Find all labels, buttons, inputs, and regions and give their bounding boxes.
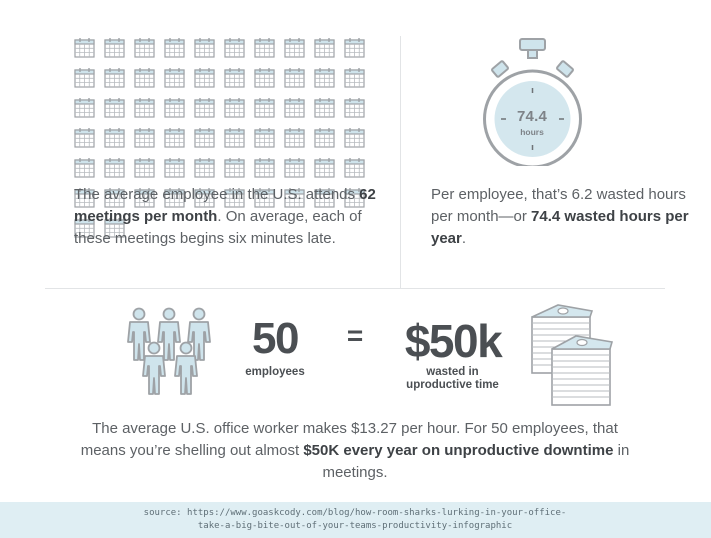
calendar-icon — [254, 158, 275, 178]
calendar-icon — [344, 68, 365, 88]
calendar-icon — [194, 68, 215, 88]
calendar-icon — [254, 98, 275, 118]
calendar-icon — [134, 188, 155, 208]
money-label-line2: uproductive time — [406, 379, 499, 391]
summary-text-end: in meetings. — [322, 442, 630, 481]
calendar-icon — [224, 98, 245, 118]
summary-text-start: The average U.S. office worker makes $13… — [80, 420, 618, 459]
calendar-icon — [104, 98, 125, 118]
summary-highlight: $50K every year on unproductive downtime — [303, 442, 614, 459]
calendar-icon — [314, 128, 335, 148]
meetings-per-month-highlight: 62 meetings per month — [74, 186, 376, 225]
employee-label: employees — [245, 366, 305, 378]
source-line-2: take-a-big-bite-out-of-your-teams-produc… — [197, 521, 513, 531]
calendar-icon — [314, 98, 335, 118]
money-stacks-icon — [531, 304, 614, 406]
meetings-text-start: The average employee in the U.S. attends — [74, 186, 360, 203]
hours-text-end: . — [461, 230, 467, 247]
calendar-icon — [284, 98, 305, 118]
calendar-icon — [224, 188, 245, 208]
calendar-icon — [104, 218, 125, 238]
calendar-icon — [164, 158, 185, 178]
calendar-icon — [194, 98, 215, 118]
employee-count: 50 — [252, 314, 299, 363]
calendar-icon — [104, 68, 125, 88]
calendar-icon — [344, 38, 365, 58]
meetings-paragraph: The average employee in the U.S. attends… — [74, 184, 394, 250]
calendar-icon — [344, 98, 365, 118]
people-group-icon — [127, 307, 211, 395]
calendar-icon — [74, 98, 95, 118]
calendar-icon — [344, 128, 365, 148]
calendar-icon — [74, 128, 95, 148]
vertical-divider — [400, 36, 401, 288]
calendar-icon — [104, 38, 125, 58]
money-wasted-value: $50k — [404, 315, 503, 367]
calendar-icon — [254, 128, 275, 148]
stopwatch-value: 74.4 — [517, 108, 547, 125]
calendar-icon — [134, 128, 155, 148]
equals-sign: = — [346, 320, 364, 351]
stopwatch-unit: hours — [520, 127, 544, 137]
source-citation: source: https://www.goaskcody.com/blog/h… — [110, 507, 600, 533]
calendar-icon — [254, 68, 275, 88]
source-footer — [0, 502, 711, 538]
calendar-icon — [254, 188, 275, 208]
calendar-icon — [134, 38, 155, 58]
hours-text-start: Per employee, that’s 6.2 wasted hours pe… — [431, 186, 686, 225]
calendar-icon — [314, 68, 335, 88]
calendar-icon — [284, 128, 305, 148]
calendar-icon — [224, 68, 245, 88]
hours-per-year-highlight: 74.4 wasted hours per year — [431, 208, 689, 247]
hours-paragraph: Per employee, that’s 6.2 wasted hours pe… — [431, 184, 691, 250]
calendar-icon — [74, 68, 95, 88]
calendar-icon — [284, 38, 305, 58]
money-wasted-label: wasted in uproductive time — [395, 366, 510, 392]
calendar-icon — [164, 128, 185, 148]
calendar-icon — [314, 158, 335, 178]
calendar-icon — [164, 188, 185, 208]
calendar-icon — [104, 188, 125, 208]
calendar-grid — [74, 37, 374, 238]
calendar-icon — [194, 38, 215, 58]
calendar-icon — [284, 158, 305, 178]
calendar-icon — [194, 128, 215, 148]
calendar-icon — [74, 38, 95, 58]
calendar-icon — [134, 158, 155, 178]
horizontal-divider — [45, 288, 665, 289]
calendar-icon — [134, 98, 155, 118]
calendar-icon — [164, 68, 185, 88]
calendar-icon — [74, 188, 95, 208]
calendar-icon — [74, 158, 95, 178]
calendar-icon — [224, 128, 245, 148]
stopwatch-icon — [483, 38, 582, 166]
calendar-icon — [194, 158, 215, 178]
calendar-icon — [254, 38, 275, 58]
money-label-line1: wasted in — [426, 366, 479, 378]
calendar-icon — [314, 38, 335, 58]
source-line-1: source: https://www.goaskcody.com/blog/h… — [143, 508, 567, 518]
calendar-icon — [164, 38, 185, 58]
calendar-icon — [314, 188, 335, 208]
calendar-icon — [344, 188, 365, 208]
calendar-icon — [164, 98, 185, 118]
calendar-icon — [224, 158, 245, 178]
summary-paragraph: The average U.S. office worker makes $13… — [70, 418, 640, 484]
calendar-icon — [224, 38, 245, 58]
meetings-text-end: . On average, each of these meetings beg… — [74, 208, 362, 247]
calendar-icon — [74, 218, 95, 238]
calendar-icon — [134, 68, 155, 88]
calendar-icon — [344, 158, 365, 178]
calendar-icon — [104, 158, 125, 178]
calendar-icon — [284, 68, 305, 88]
calendar-icon — [284, 188, 305, 208]
calendar-icon — [104, 128, 125, 148]
calendar-icon — [194, 188, 215, 208]
